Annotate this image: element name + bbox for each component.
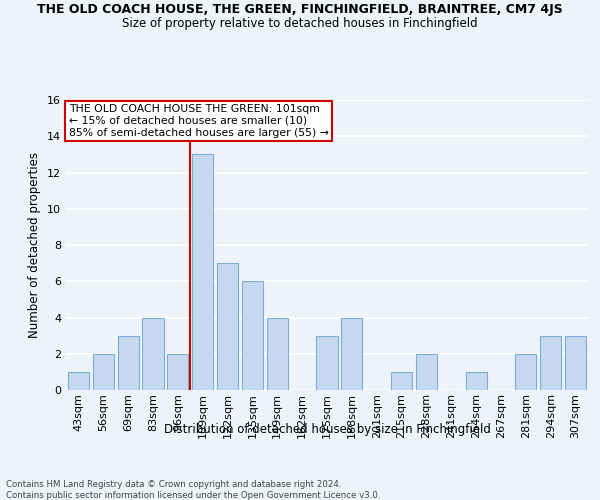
Bar (142, 318, 164, 390)
Bar (267, 318, 288, 390)
Bar (466, 372, 487, 390)
Text: THE OLD COACH HOUSE, THE GREEN, FINCHINGFIELD, BRAINTREE, CM7 4JS: THE OLD COACH HOUSE, THE GREEN, FINCHING… (37, 2, 563, 16)
Bar (515, 354, 536, 390)
Y-axis label: Number of detached properties: Number of detached properties (28, 152, 41, 338)
Bar (341, 318, 362, 390)
Bar (167, 354, 188, 390)
Bar (242, 281, 263, 390)
Bar (93, 354, 114, 390)
Bar (316, 336, 338, 390)
Bar (68, 372, 89, 390)
Bar (118, 336, 139, 390)
Bar (192, 154, 213, 390)
Text: Contains HM Land Registry data © Crown copyright and database right 2024.
Contai: Contains HM Land Registry data © Crown c… (6, 480, 380, 500)
Bar (217, 263, 238, 390)
Bar (565, 336, 586, 390)
Text: Size of property relative to detached houses in Finchingfield: Size of property relative to detached ho… (122, 18, 478, 30)
Bar (540, 336, 561, 390)
Text: Distribution of detached houses by size in Finchingfield: Distribution of detached houses by size … (164, 422, 490, 436)
Text: THE OLD COACH HOUSE THE GREEN: 101sqm
← 15% of detached houses are smaller (10)
: THE OLD COACH HOUSE THE GREEN: 101sqm ← … (68, 104, 328, 138)
Bar (416, 354, 437, 390)
Bar (391, 372, 412, 390)
